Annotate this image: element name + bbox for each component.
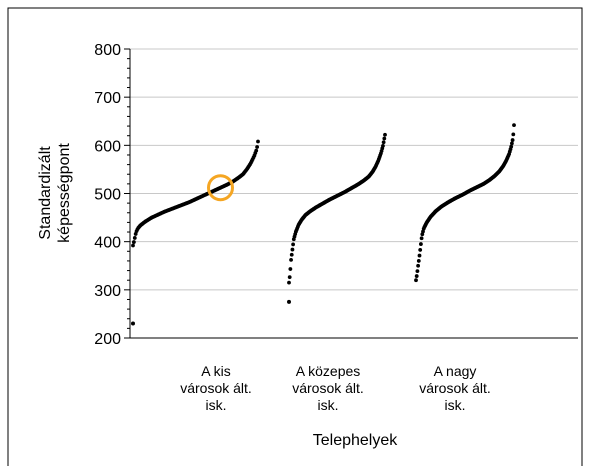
highlight-circle: [207, 174, 234, 202]
data-point: [131, 243, 135, 248]
data-point: [415, 269, 420, 274]
outlier-point: [131, 321, 135, 326]
y-tick-label-400: 400: [94, 235, 121, 252]
data-point: [290, 247, 295, 252]
y-gridlines: [130, 48, 578, 291]
data-point: [289, 258, 293, 262]
data-point: [288, 267, 293, 271]
data-point: [256, 139, 260, 144]
outlier-point: [287, 299, 291, 304]
y-tick-label-500: 500: [94, 187, 121, 204]
y-tick-label-300: 300: [94, 283, 121, 300]
data-point: [383, 132, 387, 137]
data-point: [254, 148, 259, 153]
data-point: [511, 132, 516, 137]
x-axis-title: Telephelyek: [313, 432, 399, 449]
category-label-2: isk.: [318, 397, 339, 413]
data-point: [255, 145, 260, 149]
y-axis: 200 300 400 500 600 700 800: [94, 42, 578, 348]
category-label-3: isk.: [445, 397, 466, 413]
data-point: [382, 136, 387, 141]
category-label-2: A közepes: [296, 363, 361, 379]
category-label-3: A nagy: [434, 363, 477, 379]
data-point: [416, 263, 420, 268]
data-point: [419, 236, 424, 241]
y-tick-label-200: 200: [94, 331, 121, 348]
y-tick-label-600: 600: [94, 138, 121, 155]
data-point: [132, 236, 137, 240]
data-point: [510, 138, 515, 142]
data-point: [419, 242, 423, 246]
highlight-marker: [207, 174, 234, 202]
data-points: [131, 123, 516, 326]
data-point: [291, 242, 296, 247]
data-point: [131, 240, 136, 244]
data-point: [381, 143, 385, 148]
chart-frame: [7, 7, 583, 466]
data-point: [510, 141, 514, 146]
data-point: [416, 259, 421, 263]
y-tick-label-800: 800: [94, 42, 121, 59]
category-label-1: isk.: [206, 397, 227, 413]
data-point: [414, 274, 419, 278]
category-label-1: A kis: [201, 363, 231, 379]
data-point: [417, 253, 422, 258]
data-point: [512, 123, 516, 127]
data-point: [381, 140, 386, 145]
data-point: [509, 144, 514, 149]
category-label-3: városok ált.: [419, 380, 491, 396]
y-axis-title: Standardizált képességpont: [37, 143, 73, 243]
category-label-2: városok ált.: [292, 380, 364, 396]
category-label-1: városok ált.: [180, 380, 252, 396]
data-point: [287, 280, 291, 285]
data-point: [418, 248, 423, 252]
data-point: [414, 278, 418, 283]
data-point: [287, 275, 292, 280]
y-tick-label-700: 700: [94, 90, 121, 107]
data-point: [289, 252, 294, 257]
